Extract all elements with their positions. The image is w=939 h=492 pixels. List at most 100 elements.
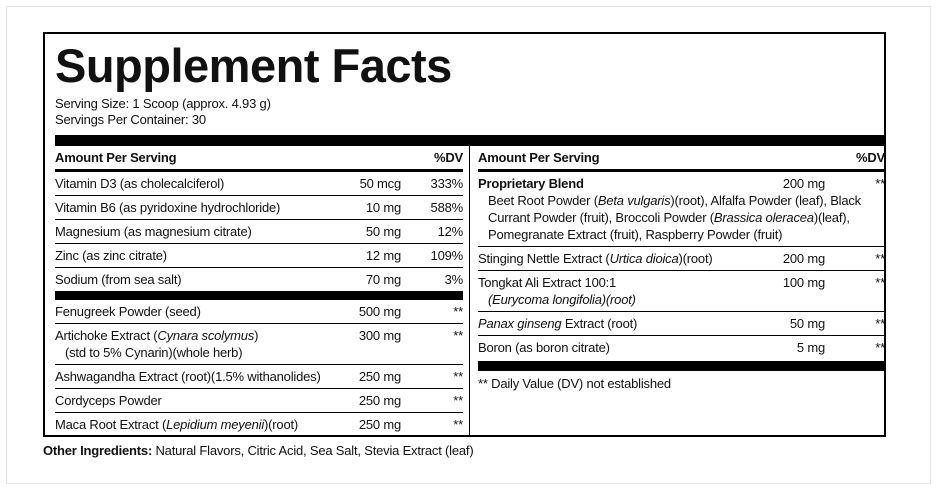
row: Vitamin B6 (as pyridoxine hydrochloride)… [55,196,463,220]
daily-value: 588% [430,200,464,215]
daily-value: 12% [437,224,464,239]
amount: 50 mcg [359,176,402,191]
name-part: )(root) [678,251,713,266]
name-line: Cordyceps Powder [55,392,463,409]
name-part: Boron (as boron citrate) [478,340,610,355]
name-line: Vitamin B6 (as pyridoxine hydrochloride) [55,199,463,216]
header-row: Amount Per Serving %DV [478,146,885,172]
row: Fenugreek Powder (seed) 500 mg ** [55,300,463,324]
name-line: Sodium (from sea salt) [55,271,463,288]
name-part: (std to 5% Cynarin)(whole herb) [65,345,243,360]
daily-value: 333% [430,176,464,191]
row: Sodium (from sea salt) 70 mg 3% [55,268,463,300]
name-part: Vitamin D3 (as cholecalciferol) [55,176,225,191]
divider [469,146,470,436]
name-part: Currant Powder (fruit), Broccoli Powder … [488,210,714,225]
other-text: Natural Flavors, Citric Acid, Sea Salt, … [152,443,474,458]
ingredient-name: Stinging Nettle Extract (Urtica dioica)(… [478,250,885,267]
name-part: )(root), Alfalfa Powder (leaf), Black [670,193,861,208]
other-label: Other Ingredients: [43,443,153,458]
name-line: Proprietary Blend [478,175,885,192]
name-part: Proprietary Blend [478,176,584,191]
daily-value: ** [453,304,463,319]
amount: 250 mg [358,369,401,384]
thick-rule [478,361,885,371]
header-amount: Amount Per Serving [55,150,177,165]
name-line: Fenugreek Powder (seed) [55,303,463,320]
serving-size: Serving Size: 1 Scoop (approx. 4.93 g) [55,96,271,111]
name-part: Magnesium (as magnesium citrate) [55,224,252,239]
name-part: Beta vulgaris [597,193,671,208]
name-part: Fenugreek Powder (seed) [55,304,201,319]
name-part: Brassica oleracea [713,210,814,225]
row: Panax ginseng Extract (root) 50 mg ** [478,312,885,336]
amount: 5 mg [796,340,825,355]
row: Maca Root Extract (Lepidium meyenii)(roo… [55,413,463,436]
name-line: Maca Root Extract (Lepidium meyenii)(roo… [55,416,463,433]
name-line: (Eurycoma longifolia)(root) [478,291,885,308]
row: Ashwagandha Extract (root)(1.5% withanol… [55,365,463,389]
name-part: Tongkat Ali Extract 100:1 [478,275,617,290]
daily-value: ** [875,316,885,331]
name-line: Magnesium (as magnesium citrate) [55,223,463,240]
amount: 250 mg [358,417,401,432]
row: Vitamin D3 (as cholecalciferol) 50 mcg 333… [55,172,463,196]
amount: 50 mg [789,316,825,331]
daily-value: 3% [444,272,464,287]
ingredient-name: Fenugreek Powder (seed) [55,303,463,320]
daily-value: ** [453,328,463,343]
row: Boron (as boron citrate) 5 mg ** [478,336,885,359]
name-line: Stinging Nettle Extract (Urtica dioica)(… [478,250,885,267]
name-part: Cordyceps Powder [55,393,162,408]
amount: 70 mg [365,272,401,287]
name-part: Stinging Nettle Extract ( [478,251,610,266]
amount: 300 mg [358,328,401,343]
header-amount: Amount Per Serving [478,150,600,165]
name-part: ) [254,328,259,343]
row: Proprietary Blend Beet Root Powder (Beta … [478,172,885,247]
name-part: Ashwagandha Extract (root)(1.5% withanol… [55,369,321,384]
row: Tongkat Ali Extract 100:1 (Eurycoma longi… [478,271,885,312]
name-part: Sodium (from sea salt) [55,272,182,287]
name-line: Artichoke Extract (Cynara scolymus) [55,327,463,344]
amount: 250 mg [358,393,401,408]
daily-value: 109% [430,248,464,263]
name-line: Boron (as boron citrate) [478,339,885,356]
header-row: Amount Per Serving %DV [55,146,463,172]
name-part: Panax ginseng [478,316,562,331]
ingredient-name: Proprietary Blend Beet Root Powder (Beta … [478,175,885,243]
name-part: )(root) [264,417,299,432]
title: Supplement Facts [55,39,452,92]
name-part: Extract (root) [561,316,638,331]
name-part: Pomegranate Extract (fruit), Raspberry P… [488,227,783,242]
row: Cordyceps Powder 250 mg ** [55,389,463,413]
daily-value: ** [875,251,885,266]
ingredient-name: Cordyceps Powder [55,392,463,409]
name-part: Maca Root Extract ( [55,417,167,432]
ingredient-name: Vitamin B6 (as pyridoxine hydrochloride) [55,199,463,216]
name-part: Lepidium meyenii [166,417,265,432]
header-dv: %DV [855,150,885,165]
daily-value: ** [875,275,885,290]
label-box [43,32,886,437]
name-part: Artichoke Extract ( [55,328,158,343]
left-column: Amount Per Serving %DV Vitamin D3 (as chol… [55,146,463,436]
name-part: (Eurycoma longifolia)(root) [488,292,636,307]
daily-value: ** [453,417,463,432]
name-part: Beet Root Powder ( [488,193,598,208]
ingredient-name: Zinc (as zinc citrate) [55,247,463,264]
right-column: Amount Per Serving %DV Proprietary Blend Be… [478,146,885,392]
daily-value: ** [875,340,885,355]
ingredient-name: Boron (as boron citrate) [478,339,885,356]
ingredient-name: Sodium (from sea salt) [55,271,463,288]
ingredient-name: Panax ginseng Extract (root) [478,315,885,332]
name-line: Zinc (as zinc citrate) [55,247,463,264]
amount: 10 mg [365,200,401,215]
amount: 500 mg [358,304,401,319]
amount: 200 mg [782,176,825,191]
row: Magnesium (as magnesium citrate) 50 mg 12% [55,220,463,244]
other-ingredients: Other Ingredients: Natural Flavors, Citr… [43,443,474,458]
amount: 100 mg [782,275,825,290]
name-line: Vitamin D3 (as cholecalciferol) [55,175,463,192]
